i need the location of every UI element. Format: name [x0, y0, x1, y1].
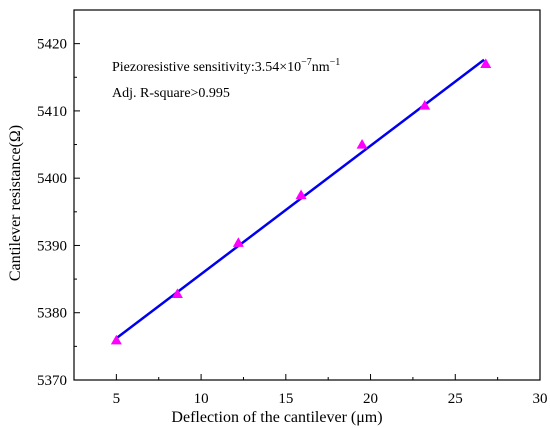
y-tick-label: 5370 [37, 373, 67, 389]
y-tick-label: 5390 [37, 238, 67, 254]
x-tick-label: 30 [533, 391, 548, 407]
plot-frame [73, 9, 541, 381]
y-tick-label: 5420 [37, 37, 67, 53]
data-point [356, 139, 368, 149]
sensitivity-unit: nm [312, 60, 330, 75]
x-tick-label: 15 [278, 391, 293, 407]
sensitivity-exponent: −7 [301, 57, 312, 68]
data-point [110, 334, 122, 345]
x-tick-label: 10 [194, 391, 209, 407]
chart-marks [110, 58, 492, 345]
data-point [171, 288, 183, 299]
data-point [232, 237, 244, 247]
rsquare-annotation: Adj. R-square>0.995 [112, 86, 230, 101]
sensitivity-prefix: Piezoresistive sensitivity:3.54×10 [112, 60, 301, 75]
x-tick-label: 25 [448, 391, 463, 407]
y-axis-title: Cantilever resistance(Ω) [7, 125, 24, 281]
sensitivity-unit-exponent: −1 [330, 57, 341, 68]
x-tick-label: 20 [363, 391, 378, 407]
y-tick-label: 5380 [37, 306, 67, 322]
x-axis-title: Deflection of the cantilever (μm) [171, 409, 382, 426]
y-tick-label: 5400 [37, 171, 67, 187]
x-tick-label: 5 [113, 391, 121, 407]
data-point [480, 58, 492, 68]
data-point [295, 189, 307, 200]
sensitivity-annotation: Piezoresistive sensitivity:3.54×10−7nm−1 [112, 57, 340, 75]
axis-ticks: 5 10 15 20 25 30 5370 5380 5390 5400 5410 5420 [37, 37, 548, 407]
data-point [419, 100, 431, 110]
y-tick-label: 5410 [37, 104, 67, 120]
